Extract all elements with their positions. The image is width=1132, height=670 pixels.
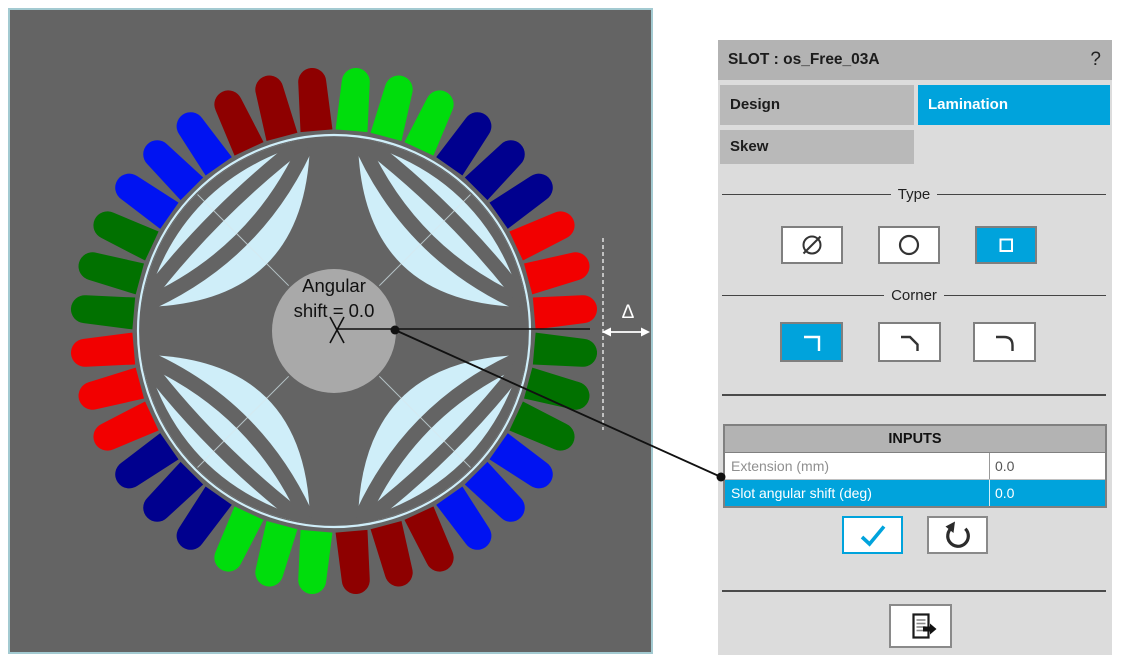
tab-lamination[interactable]: Lamination [918, 85, 1110, 125]
slot [404, 506, 454, 572]
apply-button[interactable] [842, 516, 903, 554]
slot [143, 461, 204, 522]
slot [115, 433, 179, 489]
slot [464, 140, 525, 201]
input-row-extension[interactable]: Extension (mm) 0.0 [725, 453, 1105, 480]
callout-line [394, 329, 722, 478]
type-section-legend: Type [722, 182, 1106, 206]
input-label: Extension (mm) [731, 458, 830, 474]
type-option-slashed-circle[interactable] [781, 226, 843, 264]
slot [532, 295, 598, 330]
bore-ring [136, 133, 532, 529]
corner-option-sharp[interactable] [780, 322, 843, 362]
slot-properties-panel: SLOT : os_Free_03A ? Design Lamination S… [718, 40, 1112, 655]
slot [176, 486, 232, 550]
callout-dot [390, 325, 400, 335]
slot [115, 173, 179, 229]
reset-button[interactable] [927, 516, 988, 554]
slot [489, 433, 553, 489]
slot [370, 521, 413, 587]
slot [214, 506, 264, 572]
slot [78, 252, 144, 295]
slot [70, 332, 136, 367]
slot [509, 401, 575, 451]
corner-option-chamfered[interactable] [878, 322, 941, 362]
type-legend-label: Type [897, 185, 931, 203]
export-document-icon [911, 613, 936, 639]
slot [255, 521, 298, 587]
slot [509, 211, 575, 261]
flux-pattern [140, 137, 528, 525]
corner-legend-label: Corner [891, 286, 937, 304]
arrow-head-right [641, 327, 650, 337]
slot [436, 486, 492, 550]
inputs-table-header: INPUTS [725, 426, 1105, 453]
panel-title: SLOT : os_Free_03A [728, 51, 880, 68]
slot [404, 90, 454, 156]
slot [93, 401, 159, 451]
slot [436, 112, 492, 176]
diagram-background [8, 8, 653, 654]
slot [524, 367, 590, 410]
slot [93, 211, 159, 261]
slot [464, 461, 525, 522]
inputs-table: INPUTS Extension (mm) 0.0 Slot angular s… [723, 424, 1107, 508]
slot [524, 252, 590, 295]
type-option-circle[interactable] [878, 226, 940, 264]
angular-shift-annotation-line1: Angular [302, 275, 366, 296]
sharp-corner-icon [803, 335, 820, 351]
slot [335, 529, 370, 595]
slot [335, 67, 370, 133]
x-marker [329, 316, 345, 344]
input-label: Slot angular shift (deg) [731, 485, 872, 501]
slot [143, 140, 204, 201]
corner-section-legend: Corner [722, 283, 1106, 307]
x-marker [329, 316, 345, 344]
slot [78, 367, 144, 410]
slot [70, 295, 136, 330]
chamfered-corner-icon [900, 335, 919, 351]
export-button[interactable] [889, 604, 952, 648]
arrow-head-left [602, 327, 611, 337]
slashed-circle-icon [802, 235, 822, 255]
slot [532, 332, 598, 367]
square-icon [999, 238, 1013, 252]
slot [489, 173, 553, 229]
circle-icon [898, 234, 920, 256]
divider [722, 590, 1106, 592]
slot [298, 67, 333, 133]
slot [370, 75, 413, 141]
type-option-square[interactable] [975, 226, 1037, 264]
tab-design[interactable]: Design [720, 85, 914, 125]
slot [255, 75, 298, 141]
tab-skew[interactable]: Skew [720, 130, 914, 164]
slot [298, 529, 333, 595]
panel-header: SLOT : os_Free_03A ? [718, 40, 1112, 80]
corner-option-rounded[interactable] [973, 322, 1036, 362]
slot [176, 112, 232, 176]
input-value-field[interactable]: 0.0 [989, 480, 1105, 506]
shaft [272, 269, 396, 393]
help-button[interactable]: ? [1090, 49, 1101, 70]
rotate-arrow-icon [945, 521, 970, 548]
stator-slots [70, 67, 598, 595]
slot [214, 90, 264, 156]
angular-shift-annotation-line2: shift = 0.0 [294, 300, 375, 321]
divider [722, 394, 1106, 396]
rounded-corner-icon [995, 335, 1014, 351]
input-value-field[interactable]: 0.0 [989, 453, 1105, 479]
check-icon [860, 525, 885, 547]
delta-symbol: Δ [622, 302, 635, 323]
input-row-slot-angular-shift[interactable]: Slot angular shift (deg) 0.0 [725, 480, 1105, 506]
